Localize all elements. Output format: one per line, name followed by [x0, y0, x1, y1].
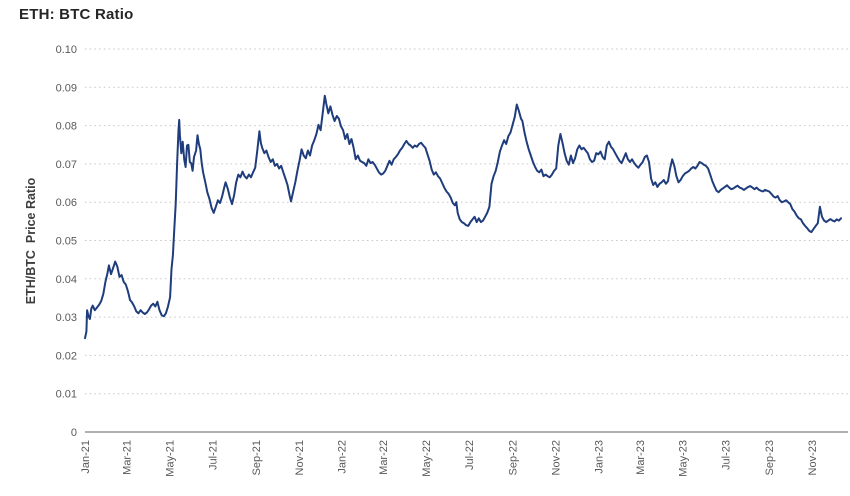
x-tick-label: May-23: [678, 440, 690, 477]
y-tick-label: 0.03: [56, 312, 77, 324]
x-tick-label: May-21: [164, 440, 176, 477]
x-tick-label: Nov-22: [551, 440, 563, 475]
y-tick-label: 0.02: [56, 350, 77, 362]
x-tick-label: Mar-21: [122, 440, 134, 475]
x-tick-label: Jan-21: [80, 440, 92, 474]
y-tick-label: 0.01: [56, 389, 77, 401]
x-tick-label: Jan-23: [593, 440, 605, 474]
y-tick-label: 0.04: [56, 274, 77, 286]
x-tick-label: Jul-21: [207, 440, 219, 470]
x-tick-label: Jul-23: [721, 440, 733, 470]
x-tick-label: Mar-22: [378, 440, 390, 475]
x-tick-label: Nov-23: [807, 440, 819, 475]
x-tick-label: Nov-21: [294, 440, 306, 475]
y-tick-label: 0.10: [56, 44, 77, 56]
y-tick-label: 0.06: [56, 197, 77, 209]
page-title: ETH: BTC Ratio: [19, 6, 134, 23]
x-tick-label: Sep-22: [508, 440, 520, 475]
y-axis-title: ETH/BTC Price Ratio: [24, 177, 38, 304]
tick-label-layer: 0 0.01 0.02 0.03 0.04 0.05 0.06 0.07 0.08 0.09 0.1…: [56, 44, 820, 477]
y-tick-label: 0.09: [56, 82, 77, 94]
price-ratio-line: [84, 94, 842, 340]
x-tick-label: Sep-21: [251, 440, 263, 475]
x-tick-label: Sep-23: [764, 440, 776, 475]
series-layer: [84, 94, 842, 340]
x-tick-label: Jul-22: [464, 440, 476, 470]
y-tick-label: 0.08: [56, 121, 77, 133]
x-tick-label: Mar-23: [635, 440, 647, 475]
x-tick-label: Jan-22: [337, 440, 349, 474]
y-tick-label: 0.07: [56, 159, 77, 171]
y-tick-label: 0: [71, 427, 77, 439]
x-tick-label: May-22: [421, 440, 433, 477]
grid-layer: [85, 48, 848, 395]
y-tick-label: 0.05: [56, 236, 77, 248]
